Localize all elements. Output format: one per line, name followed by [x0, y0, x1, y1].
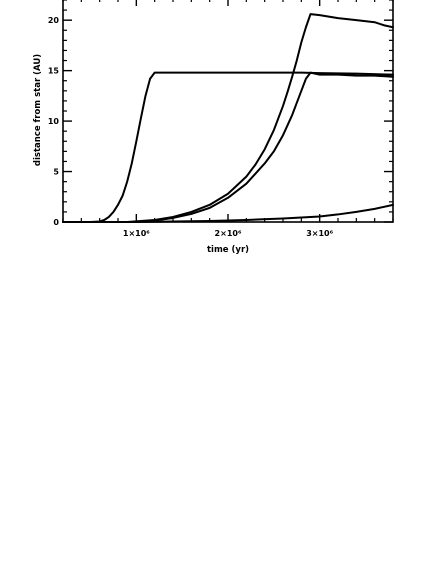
- series-line-3: [62, 13, 394, 223]
- plot-frame: [62, 0, 394, 223]
- y-axis-label: distance from star (AU): [33, 54, 43, 166]
- series-line-4: [62, 203, 394, 223]
- chart-container: 1×10⁶ 2×10⁶ 3×10⁶ 0 5 10 15 20 time (yr) dista…: [0, 0, 436, 270]
- series-line-2: [62, 71, 394, 223]
- y-tick-label: 10: [48, 117, 60, 126]
- y-tick-label: 15: [48, 67, 60, 76]
- y-tick-label: 20: [48, 16, 60, 25]
- x-tick-label: 1×10⁶: [123, 229, 150, 238]
- series-group: [62, 13, 394, 223]
- series-line-1: [62, 71, 394, 223]
- y-axis-ticks: 0 5 10 15 20: [48, 0, 393, 227]
- x-tick-label: 2×10⁶: [215, 229, 242, 238]
- y-tick-label: 0: [53, 218, 59, 227]
- x-axis-label: time (yr): [207, 245, 249, 255]
- y-tick-label: 5: [53, 168, 59, 177]
- x-axis-ticks: 1×10⁶ 2×10⁶ 3×10⁶: [62, 0, 394, 238]
- line-chart: 1×10⁶ 2×10⁶ 3×10⁶ 0 5 10 15 20 time (yr) dista…: [33, 0, 394, 255]
- plot-border: [62, 0, 394, 223]
- x-tick-label: 3×10⁶: [306, 229, 333, 238]
